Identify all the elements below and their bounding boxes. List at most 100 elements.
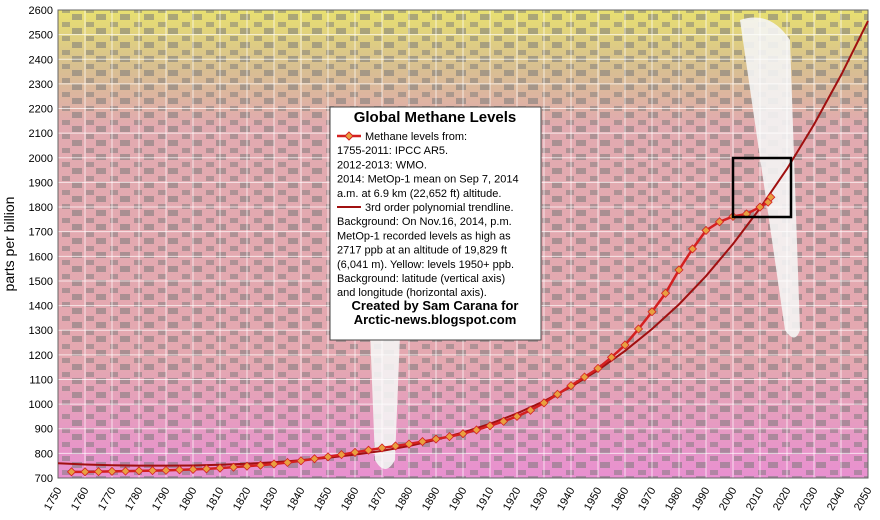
y-tick-label: 800 xyxy=(35,448,53,460)
legend-items: Methane levels from: 1755-2011: IPCC AR5.… xyxy=(337,131,519,327)
data-point xyxy=(660,288,671,298)
x-tick-label: 1900 xyxy=(447,486,470,513)
x-tick-label: 1800 xyxy=(177,486,200,513)
y-tick-label: 1300 xyxy=(29,325,53,337)
y-tick-label: 700 xyxy=(35,473,53,485)
data-point xyxy=(701,225,711,236)
data-point xyxy=(107,466,117,476)
legend-label: Methane levels from: xyxy=(365,131,467,143)
x-tick-label: 1990 xyxy=(690,486,713,513)
data-point xyxy=(215,463,225,473)
x-tick-label: 1940 xyxy=(555,486,578,513)
data-point xyxy=(417,436,428,447)
data-point xyxy=(201,464,212,474)
data-point xyxy=(161,465,171,475)
data-point xyxy=(606,352,617,362)
y-tick-label: 1400 xyxy=(29,301,53,313)
x-tick-label: 2020 xyxy=(771,486,794,513)
data-point xyxy=(390,441,401,451)
background-note: MetOp-1 recorded levels as high as xyxy=(337,230,511,242)
x-tick-label: 1970 xyxy=(636,486,659,513)
data-point xyxy=(431,434,441,444)
data-point xyxy=(377,443,387,453)
data-point xyxy=(350,447,360,457)
data-point xyxy=(174,465,185,475)
x-tick-label: 1790 xyxy=(150,486,173,513)
data-point xyxy=(242,461,252,471)
data-point xyxy=(147,466,158,476)
y-tick-label: 2500 xyxy=(29,30,53,42)
data-point xyxy=(323,452,333,462)
data-point xyxy=(593,363,603,373)
x-tick-label: 1760 xyxy=(69,486,92,513)
y-tick-label: 2200 xyxy=(29,104,53,116)
data-point xyxy=(633,324,644,334)
y-tick-label: 2100 xyxy=(29,128,53,140)
plot-border xyxy=(57,9,869,479)
data-point xyxy=(525,405,536,415)
x-tick-label: 1810 xyxy=(204,486,227,513)
legend-swatch xyxy=(344,131,354,141)
x-tick-label: 1780 xyxy=(123,486,146,513)
data-point xyxy=(755,202,765,212)
x-tick-label: 1910 xyxy=(474,486,497,513)
data-point xyxy=(552,389,563,399)
x-tick-label: 1920 xyxy=(501,486,524,513)
data-point xyxy=(120,466,131,476)
map-swath xyxy=(740,17,800,338)
credit: Arctic-news.blogspot.com xyxy=(354,312,517,327)
legend-label: 3rd order polynomial trendline. xyxy=(365,202,514,214)
x-tick-label: 1850 xyxy=(312,486,335,513)
x-tick-label: 2050 xyxy=(852,486,875,513)
data-point xyxy=(269,459,279,469)
y-tick-label: 2000 xyxy=(29,153,53,165)
x-tick-label: 1950 xyxy=(582,486,605,513)
data-point xyxy=(336,450,347,460)
x-tick-label: 1870 xyxy=(366,486,389,513)
data-point xyxy=(620,340,630,350)
data-point xyxy=(255,460,266,470)
annotation: a.m. at 6.9 km (22,652 ft) altitude. xyxy=(337,188,501,200)
data-point xyxy=(80,467,90,477)
y-tick-label: 1900 xyxy=(29,177,53,189)
annotation: 2014: MetOp-1 mean on Sep 7, 2014 xyxy=(337,174,519,186)
x-tick-label: 2040 xyxy=(825,486,848,513)
data-point xyxy=(228,462,239,472)
data-point xyxy=(566,381,576,391)
data-point xyxy=(579,372,590,382)
y-tick-label: 1700 xyxy=(29,227,53,239)
data-point xyxy=(404,439,414,449)
x-tick-label: 2010 xyxy=(744,486,767,513)
x-tick-label: 1860 xyxy=(339,486,362,513)
legend-box xyxy=(329,106,542,341)
credit: Created by Sam Carana for xyxy=(352,298,519,313)
x-tick-label: 2000 xyxy=(717,486,740,513)
y-tick-label: 1500 xyxy=(29,276,53,288)
y-tick-label: 2300 xyxy=(29,79,53,91)
data-point xyxy=(687,244,698,254)
data-point xyxy=(458,429,468,439)
background-note: and longitude (horizontal axis). xyxy=(337,287,487,299)
background-note: 2717 ppb at an altitude of 19,829 ft xyxy=(337,245,507,257)
y-tick-label: 1000 xyxy=(29,399,53,411)
x-tick-label: 1770 xyxy=(96,486,119,513)
x-tick-label: 1980 xyxy=(663,486,686,513)
x-tick-label: 1890 xyxy=(420,486,443,513)
data-point xyxy=(134,466,144,476)
data-point xyxy=(647,307,657,317)
data-point xyxy=(309,454,320,464)
x-tick-label: 2030 xyxy=(798,486,821,513)
y-tick-label: 1800 xyxy=(29,202,53,214)
background-note: Background: On Nov.16, 2014, p.m. xyxy=(337,216,512,228)
x-tick-label: 1820 xyxy=(231,486,254,513)
data-point xyxy=(188,464,198,474)
y-tick-label: 1200 xyxy=(29,350,53,362)
y-tick-label: 900 xyxy=(35,424,53,436)
data-point xyxy=(539,398,549,408)
data-point xyxy=(66,467,77,477)
data-point xyxy=(512,411,522,421)
data-point xyxy=(714,217,725,227)
background-note: (6,041 m). Yellow: levels 1950+ ppb. xyxy=(337,259,514,271)
